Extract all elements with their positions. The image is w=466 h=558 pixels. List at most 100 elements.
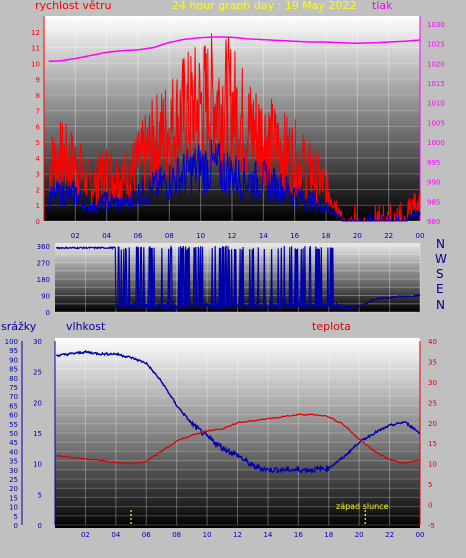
wind-axis-tick-label: 12 [31,29,40,37]
bottom-x-tick-label: 08 [172,531,181,539]
pressure-axis-tick-label: 1015 [427,80,445,88]
direction-series-line [55,244,421,312]
wind-axis-tick-label: 1 [36,202,40,210]
bottom-x-tick-label: 06 [142,531,151,539]
wind-axis-tick-label: 7 [36,108,40,116]
rain-axis-tick-label: 60 [9,412,18,420]
top-x-tick-label: 08 [165,232,174,240]
pressure-axis-tick-label: 985 [427,198,440,206]
direction-tick-label: 0 [46,309,50,317]
humidity-axis-tick-label: 20 [33,399,42,407]
top-x-tick-label: 06 [134,232,143,240]
temperature-axis-tick-label: 10 [428,461,437,469]
top-x-tick-label: 00 [416,232,425,240]
wind-axis-tick-label: 2 [36,186,40,194]
rain-axis-tick-label: 20 [9,485,18,493]
top-x-tick-label: 02 [71,232,80,240]
bottom-x-tick-label: 22 [385,531,394,539]
wind-axis-tick-label: 10 [31,60,40,68]
bottom-x-tick-label: 04 [111,531,120,539]
direction-tick-label: 360 [37,243,50,251]
bottom-x-tick-label: 14 [263,531,272,539]
humidity-axis-tick-label: 5 [38,491,42,499]
rain-axis-tick-label: 90 [9,356,18,364]
rain-axis-tick-label: 100 [5,338,18,346]
temperature-axis-title: teplota [312,320,351,333]
rain-axis-tick-label: 0 [14,522,18,530]
wind-axis-tick-label: 4 [36,155,41,163]
direction-tick-label: 90 [41,293,50,301]
rain-axis-tick-label: 50 [9,430,18,438]
pressure-axis-tick-label: 1025 [427,41,445,49]
wind-axis-tick-label: 9 [36,76,40,84]
temperature-axis-tick-label: 35 [428,358,437,366]
rain-axis-tick-label: 80 [9,375,18,383]
chart-title: 24 hour graph day : 19 May 2022 [172,0,357,12]
rain-axis-tick-label: 40 [9,448,18,456]
rain-axis-tick-label: 30 [9,467,18,475]
bottom-x-tick-label: 10 [203,531,212,539]
pressure-axis-tick-label: 1010 [427,100,445,108]
left-axis-title: rychlost větru [35,0,111,12]
bottom-x-tick-label: 16 [294,531,303,539]
wind-axis-tick-label: 11 [31,45,40,53]
bottom-x-tick-label: 12 [233,531,242,539]
pressure-axis-tick-label: 995 [427,159,440,167]
temperature-axis-tick-label: 25 [428,399,437,407]
rain-axis-tick-label: 65 [9,402,18,410]
rain-axis-tick-label: 70 [9,393,18,401]
compass-label-n2: N [436,298,445,312]
bottom-x-tick-label: 20 [355,531,364,539]
rain-axis-tick-label: 85 [9,366,18,374]
direction-tick-label: 180 [37,276,50,284]
top-x-tick-label: 10 [196,232,205,240]
rain-axis-tick-label: 35 [9,458,18,466]
temperature-axis-tick-label: -5 [428,522,435,530]
top-x-tick-label: 16 [290,232,299,240]
rain-axis-tick-label: 10 [9,504,18,512]
temperature-axis-tick-label: 20 [428,420,437,428]
temperature-axis-tick-label: 0 [428,502,432,510]
top-x-tick-label: 22 [384,232,393,240]
rain-axis-tick-label: 5 [14,513,18,521]
top-x-tick-label: 12 [228,232,237,240]
bottom-x-tick-label: 18 [324,531,333,539]
humidity-series-line [55,349,420,475]
temperature-series-line [56,413,421,465]
bottom-plot-area [55,338,420,528]
wind-axis-tick-label: 3 [36,171,40,179]
rain-axis-tick-label: 95 [9,347,18,355]
humidity-axis-tick-label: 10 [33,461,42,469]
temperature-axis-tick-label: 30 [428,379,437,387]
rain-axis-tick-label: 25 [9,476,18,484]
humidity-axis-tick-label: 30 [33,338,42,346]
rain-axis-tick-label: 55 [9,421,18,429]
pressure-axis-tick-label: 1020 [427,60,445,68]
wind-axis-tick-label: 6 [36,123,41,131]
wind-axis-tick-label: 8 [36,92,40,100]
humidity-axis-tick-label: 25 [33,369,42,377]
compass-label-n: N [436,237,445,251]
top-x-tick-label: 20 [353,232,362,240]
gust-series-line [48,33,421,222]
bottom-x-tick-label: 00 [416,531,425,539]
rain-axis-tick-label: 15 [9,494,18,502]
compass-label-s: S [436,267,444,281]
rain-axis-title: srážky [1,320,37,333]
pressure-axis-tick-label: 990 [427,179,440,187]
pressure-axis-tick-label: 980 [427,218,440,226]
temperature-axis-tick-label: 15 [428,440,437,448]
bottom-x-tick-label: 02 [81,531,90,539]
wind-axis-tick-label: 5 [36,139,40,147]
compass-label-e: E [436,282,444,296]
rain-axis-tick-label: 45 [9,439,18,447]
top-x-tick-label: 14 [259,232,268,240]
humidity-axis-tick-label: 15 [33,430,42,438]
temperature-axis-tick-label: 40 [428,338,437,346]
direction-tick-label: 270 [37,260,50,268]
pressure-axis-tick-label: 1030 [427,21,445,29]
top-x-tick-label: 18 [322,232,331,240]
humidity-axis-title: vlhkost [66,320,106,333]
